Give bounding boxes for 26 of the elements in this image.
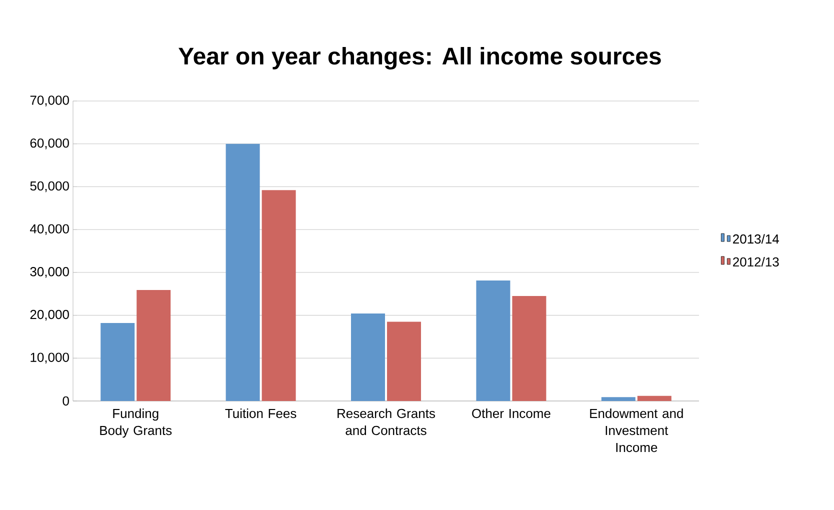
chart-title: Year on year changes: All income sources — [178, 46, 661, 70]
bar — [387, 322, 422, 401]
y-tick-label: 30,000 — [30, 267, 69, 278]
x-tick-label: Other Income — [472, 408, 550, 418]
bar — [100, 322, 135, 401]
bar — [262, 190, 296, 401]
y-tick-label: 20,000 — [30, 310, 69, 321]
x-tick-label: Endowment and Investment Income — [590, 408, 683, 452]
y-tick-label: 40,000 — [30, 224, 69, 235]
y-tick-label: 0 — [62, 396, 69, 406]
legend-label: 2012/13 — [733, 256, 779, 267]
x-tick-label: Research Grants and Contracts — [338, 408, 436, 436]
bar — [601, 397, 636, 401]
x-tick-label: Funding Body Grants — [100, 408, 172, 438]
y-tick-label: 10,000 — [30, 352, 69, 364]
y-tick-label: 60,000 — [30, 138, 69, 150]
legend-label: 2013/14 — [733, 234, 779, 244]
bar — [637, 396, 672, 401]
y-tick-label: 50,000 — [30, 181, 69, 192]
bar — [226, 144, 260, 401]
x-tick-label: Tuition Fees — [225, 408, 296, 418]
bar — [351, 314, 386, 401]
bar — [136, 290, 171, 401]
bar — [512, 296, 546, 401]
bar — [476, 280, 510, 401]
y-tick-label: 70,000 — [30, 96, 69, 106]
